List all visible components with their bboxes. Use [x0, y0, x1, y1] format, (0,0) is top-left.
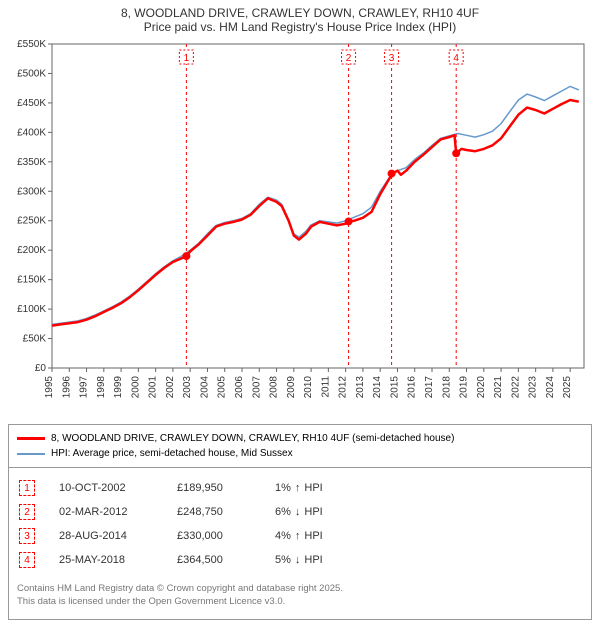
sale-index-badge: 4: [19, 552, 35, 568]
sale-row: 3 28-AUG-2014 £330,000 4%↑HPI: [17, 524, 583, 548]
svg-text:2005: 2005: [217, 376, 228, 399]
svg-text:2016: 2016: [407, 376, 418, 399]
chart-title-line1: 8, WOODLAND DRIVE, CRAWLEY DOWN, CRAWLEY…: [8, 6, 592, 20]
svg-text:£400K: £400K: [17, 127, 46, 138]
svg-text:2000: 2000: [130, 376, 141, 399]
svg-text:2002: 2002: [165, 376, 176, 399]
svg-text:£500K: £500K: [17, 68, 46, 79]
svg-text:1996: 1996: [61, 376, 72, 399]
footer-line1: Contains HM Land Registry data © Crown c…: [17, 582, 583, 595]
svg-text:2020: 2020: [476, 376, 487, 399]
svg-text:2: 2: [346, 53, 352, 64]
svg-text:2023: 2023: [528, 376, 539, 399]
svg-text:2014: 2014: [372, 376, 383, 399]
svg-text:2018: 2018: [441, 376, 452, 399]
svg-text:£200K: £200K: [17, 245, 46, 256]
svg-text:2003: 2003: [182, 376, 193, 399]
sale-price: £330,000: [177, 530, 267, 542]
sale-diff: 5%↓HPI: [275, 554, 385, 566]
svg-text:4: 4: [453, 53, 459, 64]
sale-date: 10-OCT-2002: [59, 482, 169, 494]
svg-text:2010: 2010: [303, 376, 314, 399]
sale-diff: 4%↑HPI: [275, 530, 385, 542]
svg-text:2021: 2021: [493, 376, 504, 399]
svg-text:2017: 2017: [424, 376, 435, 399]
arrow-down-icon: ↓: [295, 506, 301, 518]
chart-title-block: 8, WOODLAND DRIVE, CRAWLEY DOWN, CRAWLEY…: [8, 6, 592, 34]
svg-text:£550K: £550K: [17, 39, 46, 50]
sale-index-badge: 3: [19, 528, 35, 544]
svg-text:£150K: £150K: [17, 275, 46, 286]
svg-text:3: 3: [389, 53, 395, 64]
svg-text:£450K: £450K: [17, 98, 46, 109]
svg-text:1997: 1997: [79, 376, 90, 399]
sale-diff: 6%↓HPI: [275, 506, 385, 518]
arrow-up-icon: ↑: [295, 482, 301, 494]
legend-row: HPI: Average price, semi-detached house,…: [17, 446, 583, 461]
svg-text:£50K: £50K: [23, 334, 47, 345]
svg-text:2022: 2022: [510, 376, 521, 399]
legend-row: 8, WOODLAND DRIVE, CRAWLEY DOWN, CRAWLEY…: [17, 431, 583, 446]
sale-row: 2 02-MAR-2012 £248,750 6%↓HPI: [17, 500, 583, 524]
svg-text:£350K: £350K: [17, 157, 46, 168]
sale-diff: 1%↑HPI: [275, 482, 385, 494]
sale-price: £248,750: [177, 506, 267, 518]
legend-label: 8, WOODLAND DRIVE, CRAWLEY DOWN, CRAWLEY…: [51, 433, 454, 444]
arrow-down-icon: ↓: [295, 554, 301, 566]
chart-svg: £0 £50K £100K £150K £200K £250K £300K £350K £400…: [8, 38, 592, 418]
svg-text:1995: 1995: [44, 376, 55, 399]
sale-date: 28-AUG-2014: [59, 530, 169, 542]
sale-date: 25-MAY-2018: [59, 554, 169, 566]
svg-text:2013: 2013: [355, 376, 366, 399]
sale-index-badge: 2: [19, 504, 35, 520]
svg-text:£250K: £250K: [17, 216, 46, 227]
legend-swatch: [17, 453, 45, 455]
svg-text:2019: 2019: [459, 376, 470, 399]
svg-text:2009: 2009: [286, 376, 297, 399]
arrow-up-icon: ↑: [295, 530, 301, 542]
sale-index-badge: 1: [19, 480, 35, 496]
svg-text:£300K: £300K: [17, 186, 46, 197]
svg-text:2007: 2007: [251, 376, 262, 399]
sale-date: 02-MAR-2012: [59, 506, 169, 518]
legend-swatch: [17, 437, 45, 440]
footer-line2: This data is licensed under the Open Gov…: [17, 595, 583, 608]
price-chart: £0 £50K £100K £150K £200K £250K £300K £350K £400…: [8, 38, 592, 418]
svg-text:2004: 2004: [199, 376, 210, 399]
svg-text:2015: 2015: [389, 376, 400, 399]
legend-panel: 8, WOODLAND DRIVE, CRAWLEY DOWN, CRAWLEY…: [8, 424, 592, 467]
svg-text:1998: 1998: [96, 376, 107, 399]
chart-title-line2: Price paid vs. HM Land Registry's House …: [8, 20, 592, 34]
svg-text:2012: 2012: [338, 376, 349, 399]
svg-text:1: 1: [184, 53, 190, 64]
svg-text:2024: 2024: [545, 376, 556, 399]
svg-text:2011: 2011: [320, 376, 331, 398]
svg-text:£100K: £100K: [17, 304, 46, 315]
svg-text:2008: 2008: [269, 376, 280, 399]
svg-text:2006: 2006: [234, 376, 245, 399]
sale-row: 4 25-MAY-2018 £364,500 5%↓HPI: [17, 548, 583, 572]
svg-text:£0: £0: [35, 363, 47, 374]
legend-label: HPI: Average price, semi-detached house,…: [51, 448, 293, 459]
svg-text:1999: 1999: [113, 376, 124, 399]
sale-price: £189,950: [177, 482, 267, 494]
footer-attribution: Contains HM Land Registry data © Crown c…: [17, 582, 583, 609]
sales-panel: 1 10-OCT-2002 £189,950 1%↑HPI 2 02-MAR-2012 £2…: [8, 467, 592, 620]
sale-row: 1 10-OCT-2002 £189,950 1%↑HPI: [17, 476, 583, 500]
svg-text:2001: 2001: [148, 376, 159, 399]
sale-price: £364,500: [177, 554, 267, 566]
svg-text:2025: 2025: [562, 376, 573, 399]
